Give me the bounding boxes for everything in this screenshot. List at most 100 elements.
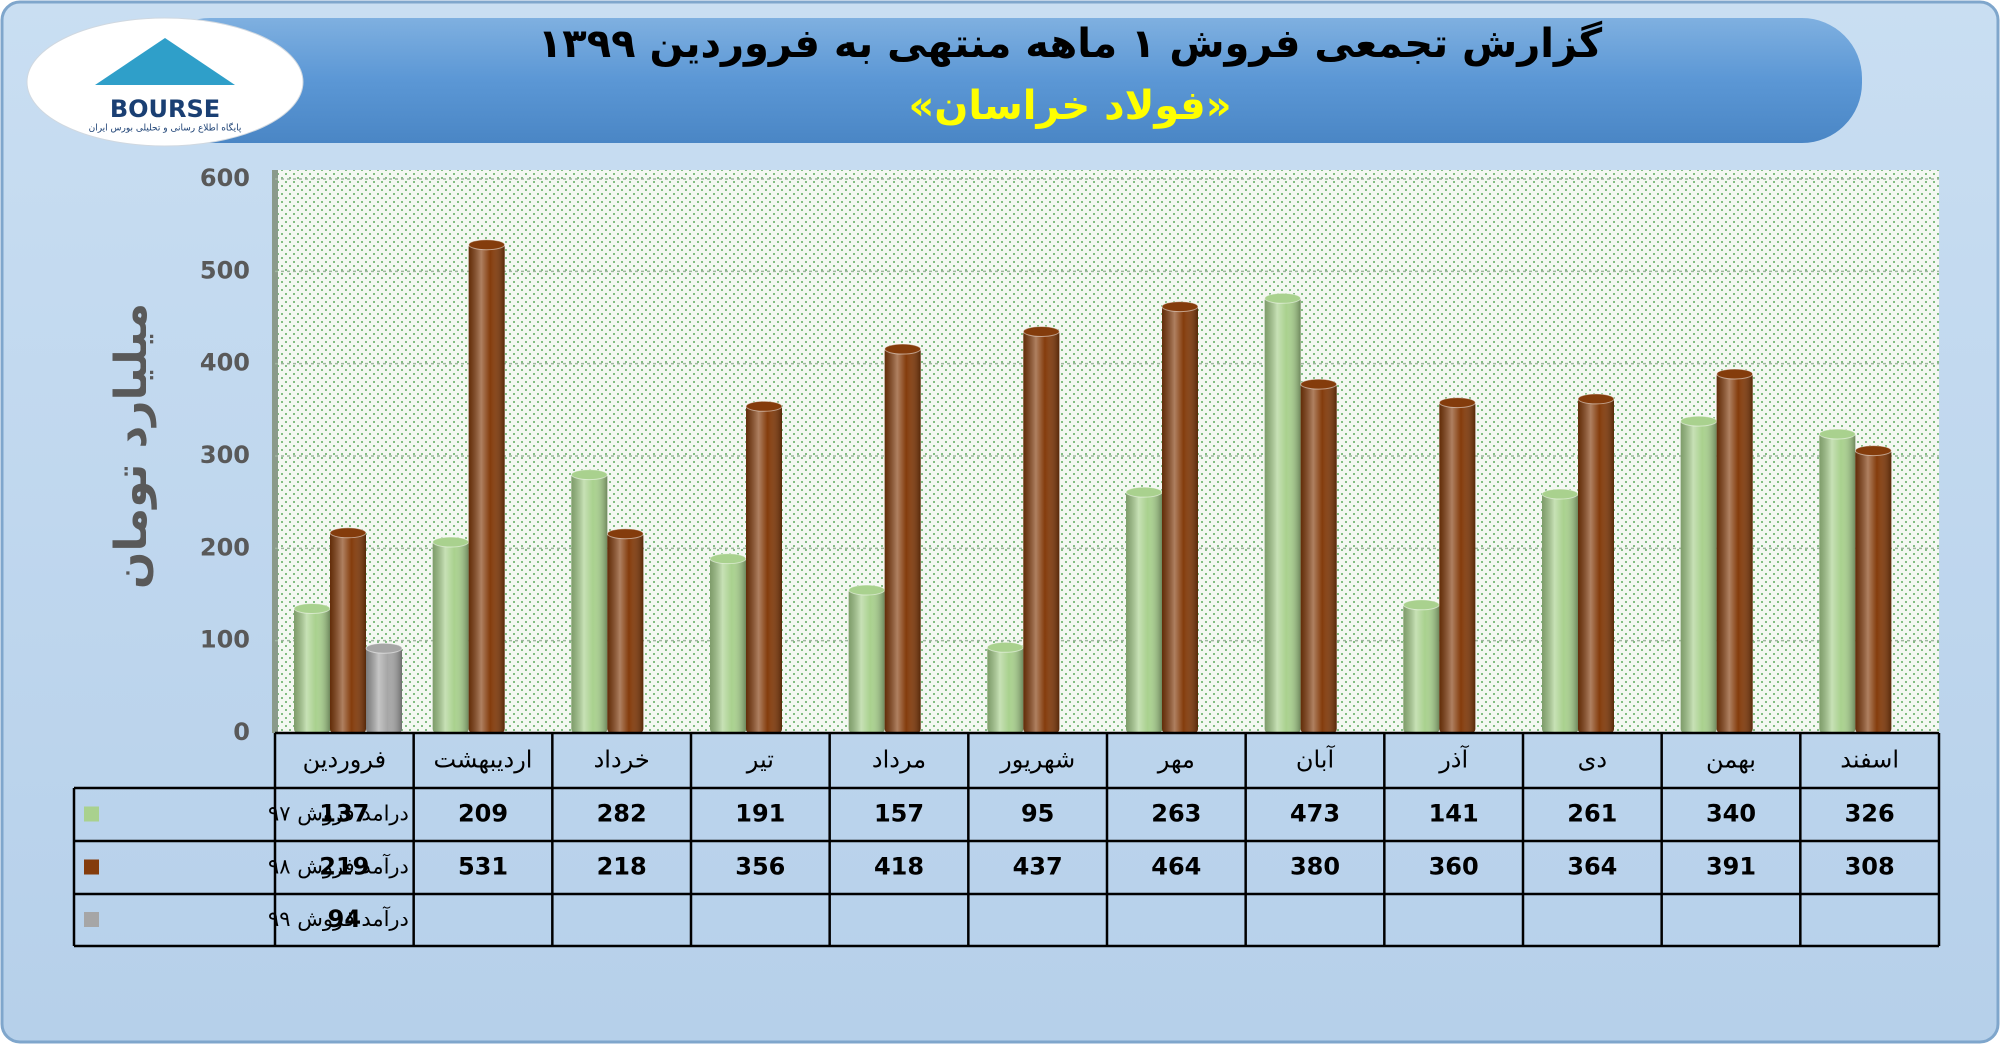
data-label: 261 [1567,800,1617,828]
bar-shading [1162,304,1198,733]
legend-label: درامد فروش ۹۷ [268,802,409,826]
bar-shading [1819,431,1856,733]
data-label: 473 [1290,800,1340,828]
data-label: 464 [1151,853,1201,881]
data-label: 218 [597,853,647,881]
chart-subtitle: «فولاد خراسان» [908,83,1231,129]
y-tick-label: 100 [200,626,250,654]
bar-cap [1818,428,1856,440]
data-label: 340 [1706,800,1756,828]
data-label: 356 [735,853,785,881]
bar-cap [1438,397,1476,409]
plot-wall [272,170,278,733]
bar-shading [1680,419,1717,733]
bar-shading [848,588,885,733]
bar-cap [1161,301,1199,313]
x-tick-label: خرداد [594,746,650,774]
bar-cap [884,343,922,355]
bar-cap [848,584,886,596]
logo-tagline: پایگاه اطلاع رسانی و تحلیلی بورس ایران [89,122,242,134]
y-tick-label: 500 [200,256,250,284]
logo-text: BOURSE [110,95,220,123]
data-label: 437 [1013,853,1063,881]
bar-shading [1264,296,1301,733]
legend-label: درآمد فروش ۹۹ [268,906,409,931]
x-tick-label: آذر [1438,745,1469,774]
bar-shading [571,472,608,733]
plot-area [275,170,1939,733]
data-label: 137 [319,800,369,828]
bar-shading [1300,382,1337,733]
y-tick-label: 300 [200,441,250,469]
bar-shading [1716,371,1753,733]
data-label: 94 [328,905,361,933]
bar-cap [1541,488,1579,500]
y-tick-label: 600 [200,164,250,192]
bar-shading [1403,602,1440,733]
x-tick-label: آبان [1296,745,1336,774]
legend-swatch [84,806,99,822]
y-tick-label: 400 [200,349,250,377]
legend-label: درآمد فروش ۹۸ [268,854,409,879]
bar-cap [329,527,367,539]
bar-shading [746,404,782,733]
data-label: 95 [1021,800,1054,828]
title-banner [150,18,1862,143]
bar-shading [1855,448,1892,733]
chart-title: گزارش تجمعی فروش ۱ ماهه منتهی به فروردین… [538,20,1603,67]
data-label: 380 [1290,853,1340,881]
x-tick-label: فروردین [303,746,387,774]
bar-cap [606,528,644,540]
bar-shading [884,347,921,733]
x-tick-label: مرداد [872,746,926,774]
x-tick-label: اردیبهشت [434,746,533,774]
bar-shading [987,645,1024,733]
bar-shading [1439,400,1476,733]
x-tick-label: دی [1578,746,1607,774]
bar-cap [468,239,506,251]
bar-cap [745,400,783,412]
bar-shading [1578,396,1614,733]
bar-shading [1542,492,1578,733]
bar-cap [570,469,608,481]
bar-shading [366,646,402,733]
y-tick-label: 0 [233,718,250,746]
bar-cap [1125,486,1163,498]
bar-cap [1300,378,1338,390]
legend-swatch [84,859,99,875]
y-axis-title: میلیارد تومان [106,303,157,589]
bar-shading [1023,329,1060,733]
bar-shading [294,606,330,733]
bar-cap [986,641,1024,653]
bar-cap [365,642,403,654]
logo-icon [95,38,235,85]
data-label: 157 [874,800,924,828]
x-tick-label: اسفند [1840,746,1899,774]
bar-cap [1402,599,1440,611]
data-label: 531 [458,853,508,881]
x-tick-label: بهمن [1706,746,1756,774]
bar-cap [1680,415,1718,427]
data-label: 364 [1567,853,1617,881]
data-label: 191 [735,800,785,828]
bar-cap [432,536,470,548]
bar-shading [710,556,746,733]
bar-cap [1022,326,1060,338]
bar-shading [468,242,505,733]
x-tick-label: شهریور [999,746,1075,774]
bar-shading [607,531,644,733]
bar-shading [330,530,366,733]
data-label: 282 [597,800,647,828]
data-label: 209 [458,800,508,828]
bar-cap [1716,368,1754,380]
data-label: 360 [1429,853,1479,881]
data-label: 418 [874,853,924,881]
bar-shading [1126,490,1162,733]
data-label: 326 [1845,800,1895,828]
y-tick-label: 200 [200,533,250,561]
x-tick-label: مهر [1157,746,1195,774]
bar-cap [1264,292,1302,304]
data-label: 141 [1429,800,1479,828]
bar-cap [709,553,747,565]
